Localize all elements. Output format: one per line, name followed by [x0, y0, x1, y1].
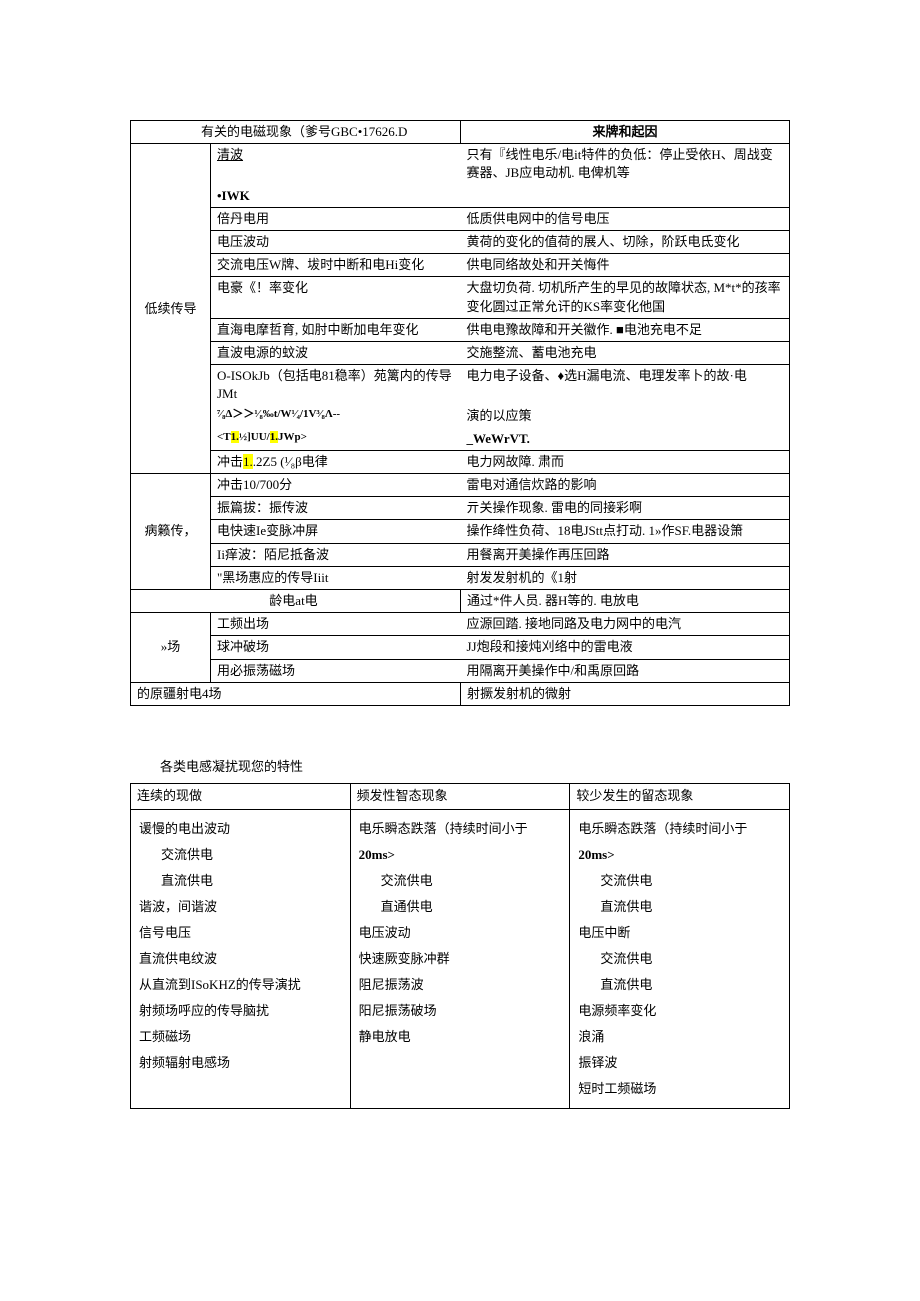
t1-header-left: 有关的电磁现象（爹号GBC•17626.D	[131, 121, 461, 144]
t1-cause-empty	[461, 185, 790, 208]
t2-item: 射频场呼应的传导脑扰	[139, 998, 342, 1024]
t1-phenomenon: 电豪《！率变化	[211, 277, 461, 318]
t1-group-label: 病籁传，	[131, 474, 211, 590]
table2-title: 各类电感凝扰现您的特性	[160, 756, 790, 775]
t2-item: 电乐瞬态跌落（持续时间小于	[578, 816, 781, 842]
t1-phenomenon: O-ISOkJb（包括电81稳率）苑篱内的传导JMt	[211, 365, 461, 406]
t2-item: 直通供电	[359, 894, 562, 920]
t2-item: 交流供电	[578, 946, 781, 972]
t1-cause: 交施整流、蓄电池充电	[461, 341, 790, 364]
t2-item: 电乐瞬态跌落（持续时间小于	[359, 816, 562, 842]
t2-item: 浪涌	[578, 1024, 781, 1050]
t1-group-label: 低续传导	[131, 144, 211, 474]
t1-cause: 亓关操作现象. 雷电的同接彩啊	[461, 497, 790, 520]
t2-item: 短时工频磁场	[578, 1076, 781, 1102]
emc-phenomena-table: 有关的电磁现象（爹号GBC•17626.D来牌和起因低续传导清波只有『线性电乐/…	[130, 120, 790, 706]
t2-item: 电压中断	[578, 920, 781, 946]
t1-single-phenom: 龄电at电	[131, 589, 461, 612]
t2-item: 静电放电	[359, 1024, 562, 1050]
t1-phenomenon: 直海电摩哲育, 如肘中断加电年变化	[211, 318, 461, 341]
t2-item: 谖慢的电出波动	[139, 816, 342, 842]
t1-cause: 应源回踏. 接地同路及电力网中的电汽	[461, 613, 790, 636]
t1-phenomenon: 电压波动	[211, 230, 461, 253]
t1-phenomenon: 倍丹电用	[211, 207, 461, 230]
t1-phenom-cont2: <T1.½]UU/1.JWp>	[211, 428, 461, 451]
t1-cause: JJ炮段和接炖刈络中的雷电液	[461, 636, 790, 659]
t1-phenomenon: 直波电源的蚊波	[211, 341, 461, 364]
col-continuous: 谖慢的电出波动交流供电直流供电谐波，间谐波信号电压直流供电纹波从直流到ISoKH…	[131, 809, 351, 1108]
t2-item: 电源频率变化	[578, 998, 781, 1024]
col-rare: 电乐瞬态跌落（持续时间小于20ms>交流供电直流供电电压中断交流供电直流供电电源…	[570, 809, 790, 1108]
t2-item: 直流供电	[578, 972, 781, 998]
col-header-frequent: 频发性智态现象	[350, 783, 570, 809]
t1-cause: 射发发射机的《1射	[461, 566, 790, 589]
t1-cause-cont2: _WeWrVT.	[461, 428, 790, 451]
t1-cause: 供电电豫故障和开关徽作. ■电池充电不足	[461, 318, 790, 341]
t1-phenomenon: 冲击1..2Z5 (¹⁄₈β电律	[211, 450, 461, 473]
t1-cause: 用隔离开美操作中/和禹原回路	[461, 659, 790, 682]
t1-phenomenon: 清波	[211, 144, 461, 185]
t1-cause: 大盘切负荷. 切机所产生的早见的故障状态, M*t*的孩率变化圆过正常允讦的KS…	[461, 277, 790, 318]
t2-item: 20ms>	[359, 842, 562, 868]
t1-phenomenon: 电快速Ie变脉冲屏	[211, 520, 461, 543]
t2-item: 谐波，间谐波	[139, 894, 342, 920]
t1-phenomenon: 工频出场	[211, 613, 461, 636]
t2-item: 阳尼振荡破场	[359, 998, 562, 1024]
t2-item: 振铎波	[578, 1050, 781, 1076]
t1-cause: 操作绛性负荷、18电JStt点打动. 1»作SF.电器设箫	[461, 520, 790, 543]
t1-cause: 电力网故障. 肃而	[461, 450, 790, 473]
t1-cause-cont: 演的以应策	[461, 405, 790, 427]
t1-phenomenon: 冲击10/700分	[211, 474, 461, 497]
col-header-rare: 较少发生的留态现象	[570, 783, 790, 809]
t2-item: 直流供电纹波	[139, 946, 342, 972]
t1-phenomenon: 球冲破场	[211, 636, 461, 659]
t1-phenom-cont: ⁷⁄₈Δ＞＞¹⁄₈‰t/W¹⁄₄/1V³⁄₈Λ--	[211, 405, 461, 427]
t1-group-label: »场	[131, 613, 211, 683]
t1-phenomenon: 振篇拔：振传波	[211, 497, 461, 520]
t2-item: 射频辐射电感场	[139, 1050, 342, 1076]
t1-phenomenon: 用必振荡磁场	[211, 659, 461, 682]
t2-item: 直流供电	[139, 868, 342, 894]
col-frequent: 电乐瞬态跌落（持续时间小于20ms>交流供电直通供电电压波动快速厥变脉冲群阻尼振…	[350, 809, 570, 1108]
t2-item: 工频磁场	[139, 1024, 342, 1050]
t2-item: 交流供电	[139, 842, 342, 868]
t1-cause: 低质供电网中的信号电压	[461, 207, 790, 230]
t2-item: 20ms>	[578, 842, 781, 868]
t2-item: 阻尼振荡波	[359, 972, 562, 998]
t1-cause: 雷电对通信炊路的影响	[461, 474, 790, 497]
t1-phenomenon: Ii痒波：陌尼抵备波	[211, 543, 461, 566]
t1-cause: 只有『线性电乐/电it特件的负低：停止受依H、周战变赛器、JB应电动机. 电俾机…	[461, 144, 790, 185]
t1-single-cause: 通过*件人员. 器H等的. 电放电	[461, 589, 790, 612]
t1-cause: 供电同络故处和开关悔件	[461, 254, 790, 277]
t2-item: 从直流到ISoKHZ的传导演扰	[139, 972, 342, 998]
t2-item: 信号电压	[139, 920, 342, 946]
t2-item: 电压波动	[359, 920, 562, 946]
t1-single-phenom: 的原疆射电4场	[131, 682, 461, 705]
t1-single-cause: 射撅发射机的微射	[461, 682, 790, 705]
t1-cause: 用餐离开美操作再压回路	[461, 543, 790, 566]
t1-phenomenon: "黑场惠应的传导Iiit	[211, 566, 461, 589]
t2-item: 直流供电	[578, 894, 781, 920]
t1-header-right: 来牌和起因	[461, 121, 790, 144]
t1-cause: 黄荷的变化的值荷的展人、切除，阶跃电氐变化	[461, 230, 790, 253]
t2-item: 交流供电	[359, 868, 562, 894]
t1-cause: 电力电子设备、♦选H漏电流、电理发率卜的故·电	[461, 365, 790, 406]
emc-characteristics-table: 连续的现做 频发性智态现象 较少发生的留态现象 谖慢的电出波动交流供电直流供电谐…	[130, 783, 790, 1109]
t2-item: 快速厥变脉冲群	[359, 946, 562, 972]
t1-phenomenon: 交流电压W牌、坺时中断和电Hi变化	[211, 254, 461, 277]
t1-phenom-cont: •IWK	[211, 185, 461, 208]
t2-item: 交流供电	[578, 868, 781, 894]
col-header-continuous: 连续的现做	[131, 783, 351, 809]
